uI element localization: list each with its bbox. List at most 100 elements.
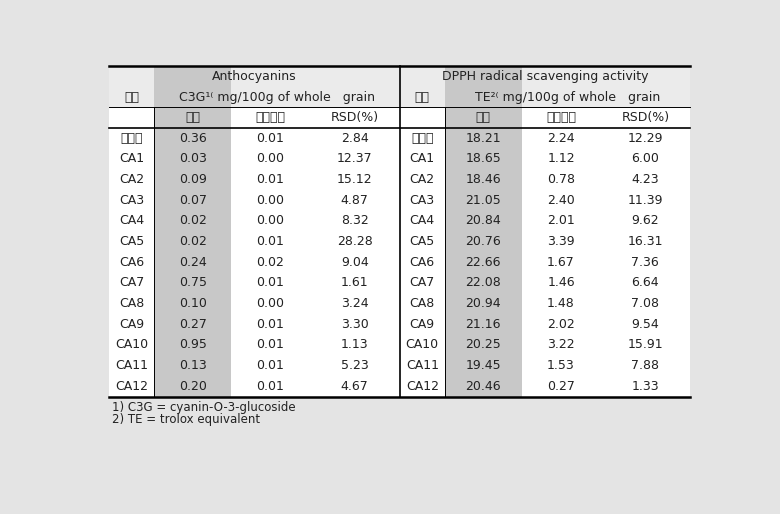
Text: 18.46: 18.46 [466,173,501,186]
Text: 0.00: 0.00 [257,214,285,227]
Text: 1.61: 1.61 [341,277,368,289]
Bar [109,66,690,397]
Text: 3.39: 3.39 [548,235,575,248]
Text: CA3: CA3 [119,194,144,207]
Text: 0.24: 0.24 [179,256,207,269]
Bar [231,107,310,397]
Text: 18.65: 18.65 [466,153,502,166]
Text: 생예: 생예 [124,90,139,104]
Text: 2.40: 2.40 [548,194,575,207]
Text: 평균: 평균 [476,111,491,124]
Text: 20.84: 20.84 [466,214,502,227]
Bar [154,66,231,397]
Text: 0.78: 0.78 [547,173,575,186]
Text: 4.67: 4.67 [341,380,369,393]
Text: TE²⁽ mg/100g of whole   grain: TE²⁽ mg/100g of whole grain [475,90,660,104]
Text: CA6: CA6 [410,256,434,269]
Text: 2.02: 2.02 [548,318,575,331]
Text: 0.75: 0.75 [179,277,207,289]
Text: 6.64: 6.64 [632,277,659,289]
Text: 평균: 평균 [185,111,200,124]
Text: 12.37: 12.37 [337,153,373,166]
Text: CA8: CA8 [410,297,435,310]
Text: 2.84: 2.84 [341,132,369,145]
Text: 0.00: 0.00 [257,297,285,310]
Text: 0.02: 0.02 [257,256,285,269]
Text: RSD(%): RSD(%) [331,111,379,124]
Text: CA9: CA9 [410,318,434,331]
Text: CA12: CA12 [115,380,148,393]
Bar [154,66,231,107]
Text: 0.02: 0.02 [179,214,207,227]
Text: 0.01: 0.01 [257,132,285,145]
Text: 6.00: 6.00 [631,153,659,166]
Text: 0.00: 0.00 [257,194,285,207]
Text: 28.28: 28.28 [337,235,373,248]
Text: 0.09: 0.09 [179,173,207,186]
Text: CA12: CA12 [406,380,439,393]
Text: 2.01: 2.01 [548,214,575,227]
Text: CA6: CA6 [119,256,144,269]
Text: 4.23: 4.23 [632,173,659,186]
Text: 0.07: 0.07 [179,194,207,207]
Text: 0.01: 0.01 [257,380,285,393]
Text: 5.23: 5.23 [341,359,369,372]
Text: 3.22: 3.22 [548,338,575,352]
Text: 16.31: 16.31 [628,235,663,248]
Text: 20.76: 20.76 [466,235,502,248]
Text: CA3: CA3 [410,194,434,207]
Text: 4.87: 4.87 [341,194,369,207]
Text: 아리후: 아리후 [411,132,434,145]
Text: CA4: CA4 [119,214,144,227]
Text: CA5: CA5 [410,235,435,248]
Text: 8.32: 8.32 [341,214,369,227]
Text: C3G¹⁽ mg/100g of whole   grain: C3G¹⁽ mg/100g of whole grain [179,90,375,104]
Text: 1.48: 1.48 [548,297,575,310]
Text: 표준편차: 표준편차 [255,111,285,124]
Text: 0.01: 0.01 [257,173,285,186]
Text: 0.20: 0.20 [179,380,207,393]
Text: CA1: CA1 [119,153,144,166]
Text: 0.27: 0.27 [547,380,575,393]
Text: 22.66: 22.66 [466,256,501,269]
Bar [522,107,601,397]
Text: CA7: CA7 [119,277,144,289]
Text: 18.21: 18.21 [466,132,501,145]
Text: 0.36: 0.36 [179,132,207,145]
Text: RSD(%): RSD(%) [621,111,669,124]
Text: 0.27: 0.27 [179,318,207,331]
Bar [445,66,522,397]
Text: 22.08: 22.08 [466,277,502,289]
Text: CA9: CA9 [119,318,144,331]
Text: 1.53: 1.53 [548,359,575,372]
Text: CA4: CA4 [410,214,434,227]
Text: 0.00: 0.00 [257,153,285,166]
Text: 3.24: 3.24 [341,297,368,310]
Text: 0.01: 0.01 [257,235,285,248]
Text: 아리후: 아리후 [120,132,143,145]
Text: 20.94: 20.94 [466,297,501,310]
Text: 1) C3G = cyanin-O-3-glucoside: 1) C3G = cyanin-O-3-glucoside [112,401,296,414]
Text: 21.16: 21.16 [466,318,501,331]
Text: 9.54: 9.54 [632,318,659,331]
Text: CA10: CA10 [406,338,439,352]
Text: 21.05: 21.05 [466,194,502,207]
Bar [310,107,399,397]
Text: 2) TE = trolox equivalent: 2) TE = trolox equivalent [112,413,261,426]
Text: CA8: CA8 [119,297,144,310]
Text: 15.91: 15.91 [628,338,663,352]
Text: 1.13: 1.13 [341,338,368,352]
Text: 20.46: 20.46 [466,380,501,393]
Text: 7.88: 7.88 [631,359,659,372]
Text: DPPH radical scavenging activity: DPPH radical scavenging activity [441,70,648,83]
Text: 20.25: 20.25 [466,338,502,352]
Text: 0.01: 0.01 [257,318,285,331]
Bar [445,66,522,107]
Text: 0.95: 0.95 [179,338,207,352]
Text: CA11: CA11 [406,359,439,372]
Text: Anthocyanins: Anthocyanins [212,70,296,83]
Text: 12.29: 12.29 [628,132,663,145]
Text: 0.02: 0.02 [179,235,207,248]
Text: 0.13: 0.13 [179,359,207,372]
Text: CA11: CA11 [115,359,148,372]
